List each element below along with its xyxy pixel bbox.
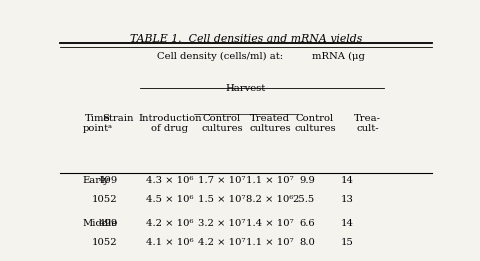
Text: Introduction
of drug: Introduction of drug <box>138 114 202 133</box>
Text: Strain: Strain <box>102 114 133 123</box>
Text: 499: 499 <box>98 219 118 228</box>
Text: Control
cultures: Control cultures <box>201 114 242 133</box>
Text: 4.2 × 10⁶: 4.2 × 10⁶ <box>146 219 193 228</box>
Text: Early: Early <box>83 176 109 185</box>
Text: Middle: Middle <box>83 219 118 228</box>
Text: 4.3 × 10⁶: 4.3 × 10⁶ <box>146 176 193 185</box>
Text: Treated
cultures: Treated cultures <box>250 114 291 133</box>
Text: 15: 15 <box>341 238 354 247</box>
Text: 1.4 × 10⁷: 1.4 × 10⁷ <box>246 219 294 228</box>
Text: 25.5: 25.5 <box>293 195 315 204</box>
Text: 499: 499 <box>98 176 118 185</box>
Text: Control
cultures: Control cultures <box>294 114 336 133</box>
Text: mRNA (μg: mRNA (μg <box>312 51 364 61</box>
Text: 14: 14 <box>341 219 354 228</box>
Text: 1052: 1052 <box>92 238 118 247</box>
Text: 1.1 × 10⁷: 1.1 × 10⁷ <box>246 238 294 247</box>
Text: Cell density (cells/ml) at:: Cell density (cells/ml) at: <box>157 51 283 61</box>
Text: 8.2 × 10⁶: 8.2 × 10⁶ <box>247 195 294 204</box>
Text: Trea-
cult-: Trea- cult- <box>354 114 381 133</box>
Text: 13: 13 <box>341 195 354 204</box>
Text: 1.1 × 10⁷: 1.1 × 10⁷ <box>246 176 294 185</box>
Text: 1.7 × 10⁷: 1.7 × 10⁷ <box>198 176 246 185</box>
Text: 1.5 × 10⁷: 1.5 × 10⁷ <box>198 195 246 204</box>
Text: 4.2 × 10⁷: 4.2 × 10⁷ <box>198 238 246 247</box>
Text: 9.9: 9.9 <box>299 176 315 185</box>
Text: 14: 14 <box>341 176 354 185</box>
Text: 8.0: 8.0 <box>299 238 315 247</box>
Text: 4.1 × 10⁶: 4.1 × 10⁶ <box>146 238 193 247</box>
Text: Time
pointᵃ: Time pointᵃ <box>83 114 112 133</box>
Text: TABLE 1.  Cell densities and mRNA yields: TABLE 1. Cell densities and mRNA yields <box>130 34 362 44</box>
Text: Harvest: Harvest <box>226 84 266 93</box>
Text: 1052: 1052 <box>92 195 118 204</box>
Text: 3.2 × 10⁷: 3.2 × 10⁷ <box>198 219 245 228</box>
Text: 4.5 × 10⁶: 4.5 × 10⁶ <box>146 195 193 204</box>
Text: 6.6: 6.6 <box>299 219 315 228</box>
